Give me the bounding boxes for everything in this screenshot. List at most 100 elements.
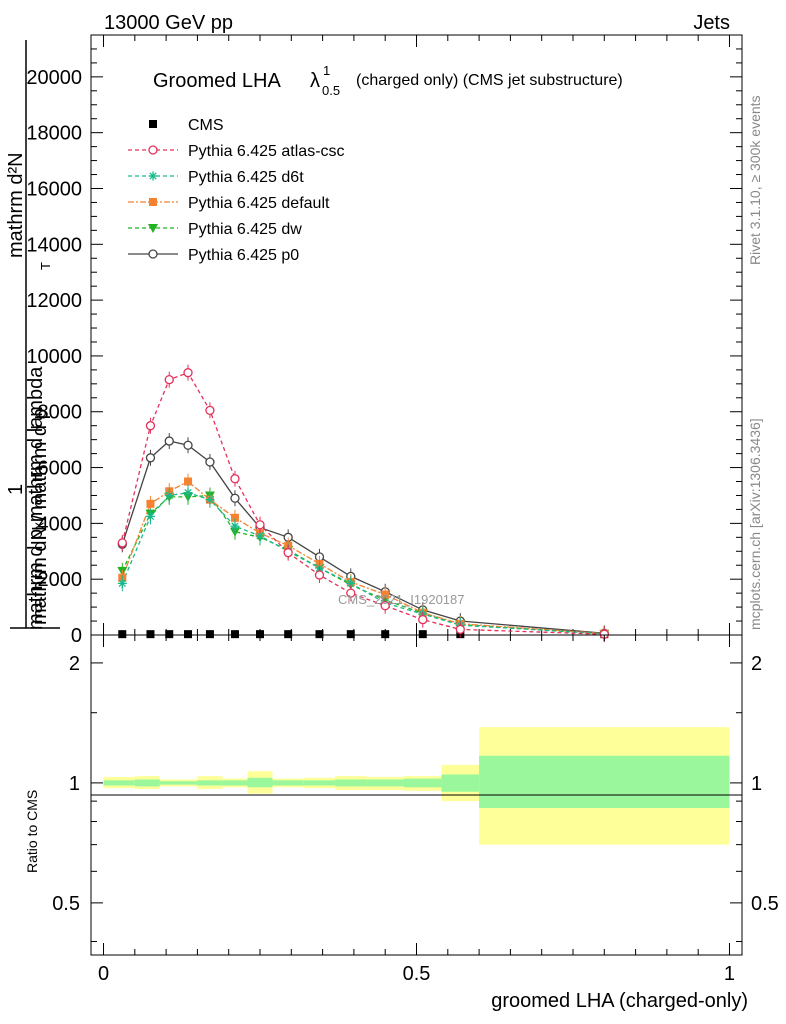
ratio-band-inner: [479, 755, 730, 809]
legend: CMS Pythia 6.425 atlas-csc Pythia 6.425 d6…: [128, 117, 345, 264]
legend-marker-cms: [149, 120, 157, 128]
point-default: [184, 477, 193, 486]
point-atlas: [164, 375, 174, 385]
legend-item-dw: Pythia 6.425 dw: [128, 221, 302, 238]
ratio-ytick-label: 2: [69, 653, 80, 675]
point-d6t: [117, 578, 127, 588]
main-ytick-label: 6000: [38, 458, 83, 480]
header-process: Jets: [693, 12, 730, 34]
ylabel-lead: 1: [5, 484, 27, 495]
title-main: Groomed LHA: [153, 70, 281, 92]
header-energy: 13000 GeV pp: [104, 12, 233, 34]
chart-title: Groomed LHA λ 1 0.5 (charged only) (CMS …: [153, 63, 623, 98]
ratio-band-inner: [366, 779, 404, 787]
legend-item-d6t: Pythia 6.425 d6t: [128, 169, 304, 186]
title-sub: 0.5: [322, 83, 340, 98]
analysis-watermark: CMS_2021_I1920187: [338, 592, 465, 607]
ratio-band-inner: [178, 781, 198, 785]
point-cms: [205, 630, 214, 639]
point-d6t: [145, 511, 155, 521]
point-atlas: [418, 615, 428, 625]
title-rest: (charged only) (CMS jet substructure): [356, 72, 623, 89]
point-d6t: [255, 531, 265, 541]
point-cms: [184, 630, 193, 639]
legend-marker-dw: [148, 224, 158, 233]
main-y-ticks: 0 2000 4000 6000 8000 10000 12000 14000 16000 180…: [26, 34, 742, 647]
point-atlas: [455, 624, 465, 635]
point-cms: [381, 630, 390, 639]
main-ylabel: mathrm d²N mathrm d pₓmathrm d lambda 1 …: [5, 40, 60, 630]
ratio-panel: 0.5 0.5 1 1 2 2 0 0.5 1: [52, 634, 779, 985]
legend-marker-d6t: [148, 171, 158, 181]
ratio-ytick-label: 0.5: [52, 893, 80, 915]
legend-marker-p0: [148, 249, 158, 259]
point-atlas: [230, 474, 240, 484]
point-cms: [418, 630, 427, 639]
point-default: [381, 590, 390, 599]
x-axis-label: groomed LHA (charged-only): [491, 990, 748, 1012]
main-x-ticks: [103, 35, 730, 635]
series-line-default: [121, 480, 605, 635]
point-atlas: [314, 570, 325, 580]
main-panel: 0 2000 4000 6000 8000 10000 12000 14000 16000 180…: [26, 34, 743, 647]
point-default: [146, 499, 155, 508]
ylabel-frac: mathrm dN / mathrm d p: [29, 408, 51, 625]
ylabel-top: mathrm d²N: [5, 152, 27, 258]
legend-item-atlas: Pythia 6.425 atlas-csc: [128, 143, 345, 160]
ratio-band-inner: [303, 780, 336, 786]
point-p0: [205, 457, 215, 467]
legend-label-cms: CMS: [188, 117, 224, 134]
main-ytick-label: 18000: [26, 123, 82, 145]
ratio-ytick-label-right: 2: [751, 653, 762, 675]
point-d6t: [164, 490, 174, 500]
ratio-band-inner: [134, 779, 160, 787]
point-cms: [346, 630, 355, 639]
point-d6t: [183, 488, 193, 498]
point-cms: [146, 630, 155, 639]
point-atlas: [346, 588, 356, 598]
ratio-band-inner: [403, 778, 442, 788]
point-cms: [165, 630, 174, 639]
point-cms: [256, 630, 265, 639]
point-atlas: [380, 601, 390, 611]
legend-item-cms: CMS: [149, 117, 224, 134]
ratio-x-ticks: 0 0.5 1: [98, 635, 735, 985]
ratio-band-inner: [272, 780, 304, 786]
point-d6t: [346, 578, 356, 588]
main-ytick-label: 2000: [38, 569, 83, 591]
main-ytick-label: 10000: [26, 346, 82, 368]
legend-marker-atlas: [148, 145, 158, 155]
ratio-ylabel: Ratio to CMS: [24, 790, 40, 873]
point-atlas: [117, 538, 127, 548]
ratio-band-inner: [197, 780, 223, 786]
mcplots-label: mcplots.cern.ch [arXiv:1306.3436]: [747, 418, 763, 630]
main-ytick-label: 16000: [26, 178, 82, 200]
ratio-xtick-label: 0.5: [403, 963, 431, 985]
ratio-ytick-label: 1: [69, 773, 80, 795]
ratio-band-inner: [103, 780, 135, 786]
point-atlas: [145, 421, 156, 431]
title-sup: 1: [323, 63, 330, 78]
point-atlas: [205, 405, 215, 415]
series-line-d6t: [121, 492, 605, 635]
point-d6t: [230, 521, 240, 531]
ratio-bands: [103, 727, 730, 845]
point-p0: [183, 440, 193, 450]
ratio-xtick-label: 0: [98, 963, 109, 985]
rivet-label: Rivet 3.1.10, ≥ 300k events: [747, 95, 763, 265]
series-line-atlas: [121, 371, 605, 635]
point-cms: [284, 630, 293, 639]
point-cms: [315, 630, 324, 639]
legend-label-dw: Pythia 6.425 dw: [188, 221, 302, 238]
main-ytick-label: 0: [71, 625, 82, 647]
ratio-ytick-label-right: 0.5: [751, 893, 779, 915]
point-d6t: [205, 495, 215, 505]
point-cms: [118, 630, 127, 639]
ratio-band-inner: [441, 774, 480, 792]
point-p0: [230, 493, 240, 503]
main-ytick-label: 12000: [26, 290, 82, 312]
ratio-xtick-label: 1: [724, 963, 735, 985]
legend-label-atlas: Pythia 6.425 atlas-csc: [188, 143, 345, 160]
main-ytick-label: 14000: [26, 234, 82, 256]
